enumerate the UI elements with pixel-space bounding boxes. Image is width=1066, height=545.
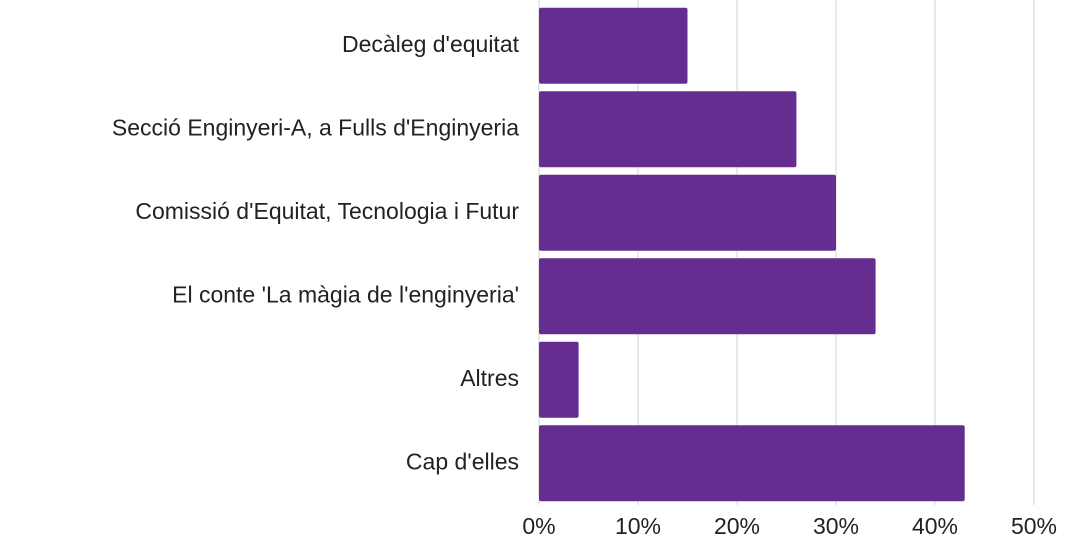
x-tick-label: 50%	[1011, 513, 1057, 539]
bar	[539, 341, 579, 418]
bar	[539, 258, 876, 335]
x-tick-label: 40%	[912, 513, 958, 539]
y-tick-label: Altres	[460, 365, 519, 391]
bar	[539, 425, 965, 502]
y-tick-label: Cap d'elles	[406, 448, 519, 474]
bar	[539, 174, 836, 251]
x-tick-label: 30%	[813, 513, 859, 539]
x-tick-label: 20%	[714, 513, 760, 539]
y-tick-label: Decàleg d'equitat	[342, 31, 520, 57]
y-tick-label: Comissió d'Equitat, Tecnologia i Futur	[135, 198, 519, 224]
y-tick-label: Secció Enginyeri-A, a Fulls d'Enginyeria	[112, 114, 519, 140]
bar	[539, 91, 797, 168]
y-tick-label: El conte 'La màgia de l'enginyeria'	[172, 281, 519, 307]
x-tick-label: 10%	[615, 513, 661, 539]
bar	[539, 7, 688, 84]
x-tick-label: 0%	[522, 513, 555, 539]
